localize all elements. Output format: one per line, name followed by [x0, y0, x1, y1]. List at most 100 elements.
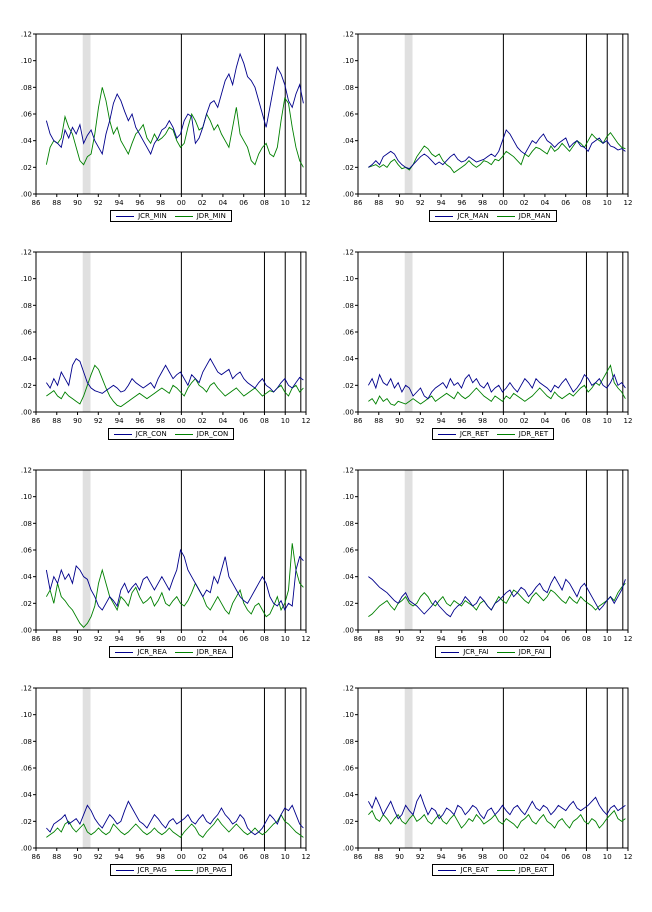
y-tick-label: .06 [343, 329, 355, 337]
x-tick-label: 12 [302, 635, 311, 643]
legend-label: JDR_RET [518, 430, 549, 438]
x-tick-label: 98 [478, 853, 487, 861]
legend-entry: JCR_RET [437, 428, 489, 440]
x-tick-label: 02 [198, 853, 207, 861]
x-tick-label: 98 [156, 635, 165, 643]
plot-frame [357, 251, 629, 413]
legend-entry: JDR_REA [174, 646, 227, 658]
x-tick-label: 02 [520, 635, 529, 643]
y-tick-label: .12 [343, 249, 354, 257]
legend: JCR_CON JDR_CON [107, 428, 235, 440]
recession-band [404, 252, 413, 412]
chart-panel-rea: .00 .02 .04 .06 .08 .10 .12 86 88 90 92 94 96 98 00 02 0… [0, 460, 310, 680]
y-tick-label: .10 [21, 275, 32, 283]
legend: JCR_MAN JDR_MAN [429, 210, 557, 222]
chart-panel-ret: .00 .02 .04 .06 .08 .10 .12 86 88 90 92 94 96 98 00 02 0… [322, 242, 632, 462]
x-tick-label: 06 [239, 853, 248, 861]
series-line-jcr_min [45, 52, 304, 156]
legend-label: JCR_CON [135, 430, 167, 438]
chart-panel-eat: .00 .02 .04 .06 .08 .10 .12 86 88 90 92 94 96 98 00 02 0… [322, 678, 632, 898]
legend-swatch [496, 869, 515, 871]
x-tick-label: 90 [395, 853, 404, 861]
y-tick-label: .12 [343, 31, 354, 39]
y-tick-label: .12 [21, 249, 32, 257]
x-tick-label: 08 [582, 417, 591, 425]
x-tick-label: 96 [457, 199, 466, 207]
y-tick-label: .04 [21, 573, 33, 581]
x-tick-label: 04 [540, 635, 549, 643]
x-tick-label: 00 [499, 853, 508, 861]
y-tick-label: .10 [343, 493, 354, 501]
x-tick-label: 04 [218, 635, 227, 643]
series-line-jcr_pag [46, 800, 304, 836]
x-tick-label: 90 [395, 635, 404, 643]
x-tick-label: 94 [115, 417, 124, 425]
legend-swatch [116, 215, 135, 217]
y-tick-label: .02 [21, 600, 32, 608]
y-tick-label: .08 [21, 302, 32, 310]
legend-label: JDR_MIN [196, 212, 226, 220]
x-tick-label: 00 [499, 417, 508, 425]
x-tick-label: 10 [281, 199, 290, 207]
y-tick-label: .02 [343, 382, 354, 390]
legend-swatch [496, 433, 515, 435]
series-line-jcr_man [368, 129, 626, 170]
x-tick-label: 88 [374, 635, 383, 643]
x-tick-label: 12 [624, 853, 633, 861]
x-tick-label: 94 [437, 199, 446, 207]
chart-svg-eat: .00 .02 .04 .06 .08 .10 .12 86 88 90 92 94 96 98 00 02 0… [343, 685, 633, 862]
legend-entry: JCR_MAN [435, 210, 489, 222]
x-tick-label: 96 [457, 853, 466, 861]
x-tick-label: 92 [416, 199, 425, 207]
legend: JCR_FAI JDR_FAI [435, 646, 551, 658]
legend-label: JCR_FAI [463, 648, 489, 656]
x-tick-label: 06 [561, 199, 570, 207]
x-tick-label: 98 [156, 853, 165, 861]
legend-label: JDR_CON [196, 430, 229, 438]
x-tick-label: 04 [218, 853, 227, 861]
series-line-jdr_min [45, 87, 304, 168]
y-tick-label: .02 [343, 600, 354, 608]
y-tick-label: .08 [343, 520, 354, 528]
recession-band [82, 688, 91, 848]
x-tick-label: 90 [73, 853, 82, 861]
y-tick-label: .04 [21, 355, 33, 363]
chart-svg-fai: .00 .02 .04 .06 .08 .10 .12 86 88 90 92 94 96 98 00 02 0… [343, 467, 633, 644]
y-tick-label: .12 [21, 685, 32, 693]
x-tick-label: 10 [281, 635, 290, 643]
x-tick-label: 96 [135, 417, 144, 425]
x-tick-label: 06 [561, 417, 570, 425]
y-tick-label: .02 [343, 818, 354, 826]
y-tick-label: .10 [343, 275, 354, 283]
x-tick-label: 92 [94, 199, 103, 207]
legend-swatch [115, 651, 134, 653]
x-tick-label: 12 [302, 853, 311, 861]
legend-swatch [496, 215, 515, 217]
y-tick-label: .08 [21, 520, 32, 528]
series-line-jdr_rea [45, 543, 304, 628]
legend-label: JCR_PAG [137, 866, 167, 874]
y-tick-label: .12 [21, 467, 32, 475]
x-tick-label: 86 [32, 417, 41, 425]
legend-entry: JDR_RET [496, 428, 549, 440]
x-tick-label: 90 [73, 635, 82, 643]
x-tick-label: 00 [177, 417, 186, 425]
x-tick-label: 12 [624, 635, 633, 643]
x-tick-label: 10 [603, 853, 612, 861]
x-tick-label: 98 [478, 199, 487, 207]
y-tick-label: .04 [343, 355, 355, 363]
x-tick-label: 00 [177, 635, 186, 643]
y-tick-label: .08 [343, 84, 354, 92]
x-tick-label: 04 [218, 199, 227, 207]
chart-svg-con: .00 .02 .04 .06 .08 .10 .12 86 88 90 92 94 96 98 00 02 0… [21, 249, 311, 426]
y-tick-label: .12 [21, 31, 32, 39]
recession-band [82, 34, 91, 194]
x-tick-label: 86 [354, 417, 363, 425]
y-tick-label: .10 [21, 493, 32, 501]
legend-label: JCR_REA [137, 648, 167, 656]
chart-svg-man: .00 .02 .04 .06 .08 .10 .12 86 88 90 92 94 96 98 00 02 0… [343, 31, 633, 208]
y-tick-label: .00 [343, 845, 354, 853]
legend-entry: JCR_PAG [115, 864, 167, 876]
x-tick-label: 90 [73, 199, 82, 207]
